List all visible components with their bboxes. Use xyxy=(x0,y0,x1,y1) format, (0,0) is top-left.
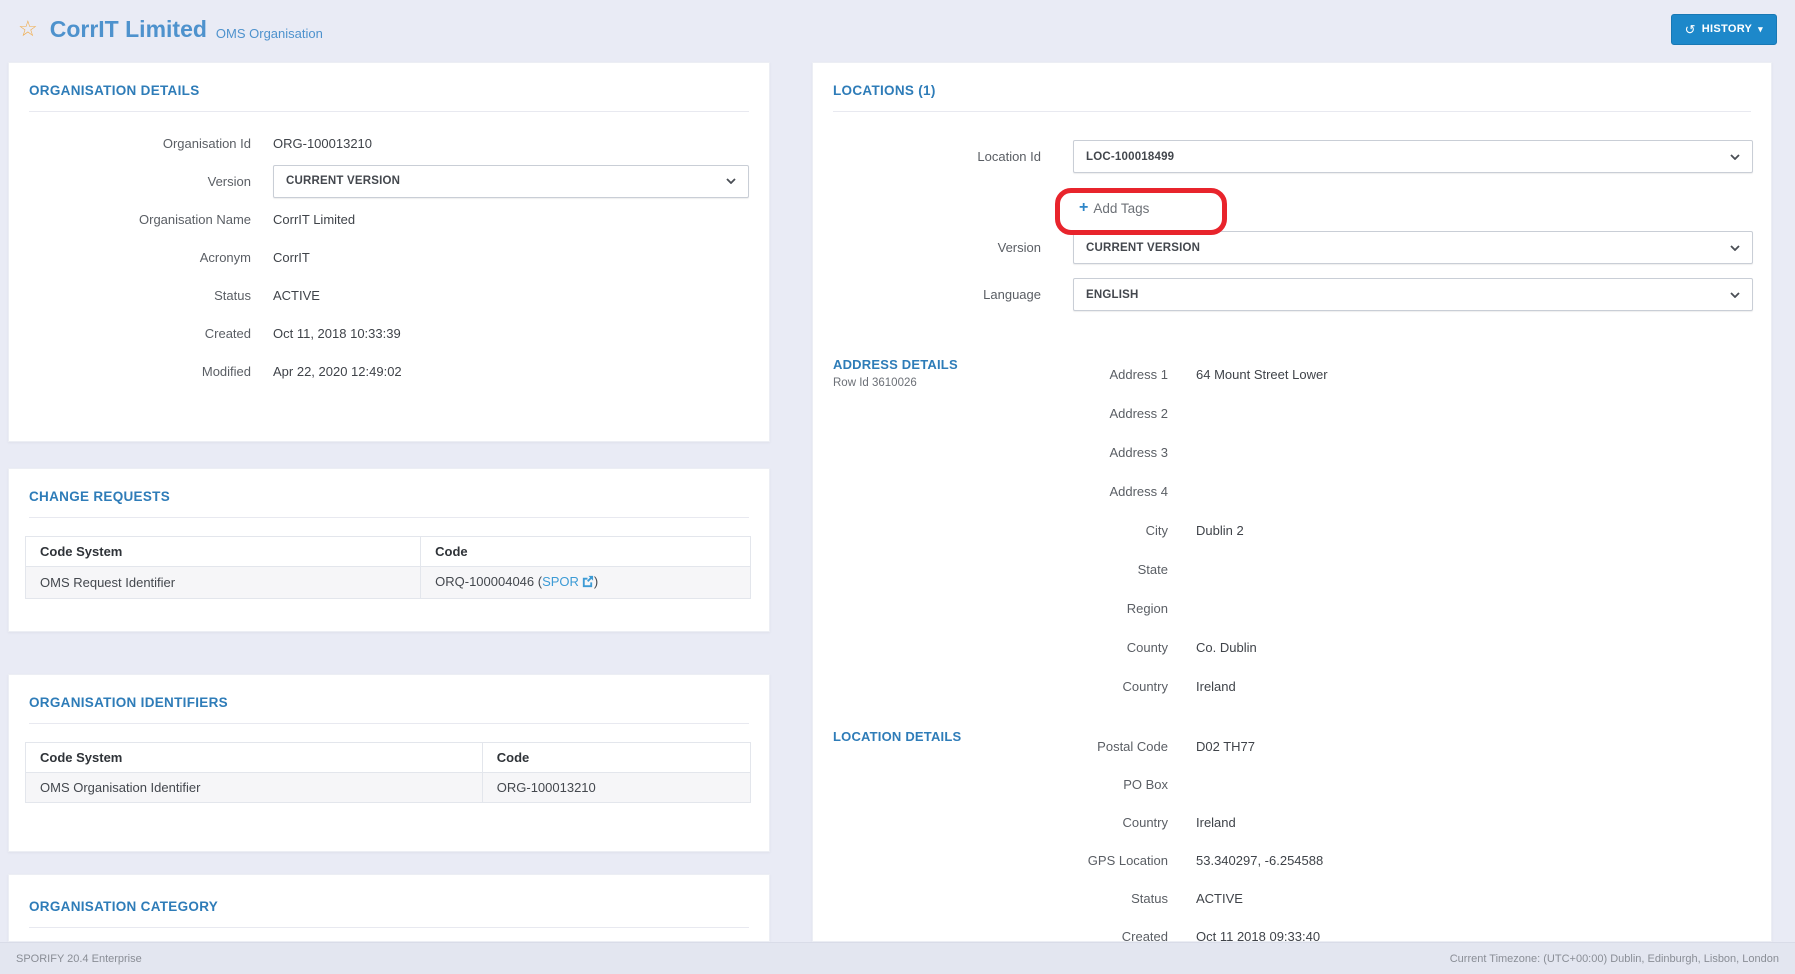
field-row-status: Status ACTIVE xyxy=(9,276,769,314)
organisation-details-title: ORGANISATION DETAILS xyxy=(29,83,200,98)
field-row-created: Created Oct 11 2018 09:33:40 xyxy=(1121,928,1321,942)
field-label: Created xyxy=(204,325,251,341)
field-label: Modified xyxy=(201,363,251,379)
address-details-section: ADDRESS DETAILS Row Id 3610026 Address 1… xyxy=(813,355,1771,706)
field-row-address-3: Address 3 xyxy=(1109,445,1168,460)
field-row-county: County Co. Dublin xyxy=(1126,640,1257,655)
column-header-code-system: Code System xyxy=(25,742,483,773)
language-select[interactable]: ENGLISH xyxy=(1073,278,1753,311)
status-value: ACTIVE xyxy=(273,287,320,303)
table-row: OMS Request Identifier ORQ-100004046 (SP… xyxy=(24,566,751,599)
field-row-status: Status ACTIVE xyxy=(1131,890,1243,906)
location-details-section: LOCATION DETAILS Postal Code D02 TH77 PO… xyxy=(813,727,1771,942)
field-row-postal-code: Postal Code D02 TH77 xyxy=(1097,738,1256,754)
chevron-down-icon xyxy=(726,178,736,184)
cell-code: ORQ-100004046 (SPOR) xyxy=(420,566,751,599)
field-row-address-4: Address 4 xyxy=(1109,484,1168,499)
change-requests-title: CHANGE REQUESTS xyxy=(29,489,171,504)
organisation-identifiers-title: ORGANISATION IDENTIFIERS xyxy=(29,695,228,710)
field-label: Acronym xyxy=(199,249,251,265)
chevron-down-icon xyxy=(1730,153,1740,160)
history-icon: ↺ xyxy=(1684,21,1696,37)
favourite-star-icon[interactable]: ☆ xyxy=(18,16,38,41)
column-header-code-system: Code System xyxy=(24,536,422,567)
history-button[interactable]: ↺ HISTORY ▾ xyxy=(1670,13,1777,45)
organisation-identifiers-panel: ORGANISATION IDENTIFIERS Code System Cod… xyxy=(8,674,770,852)
field-row-organisation-id: Organisation Id ORG-100013210 xyxy=(9,124,769,162)
field-row-po-box: PO Box xyxy=(1123,776,1168,792)
field-value: CorrIT xyxy=(273,249,310,265)
column-header-code: Code xyxy=(481,742,752,773)
column-header-code: Code xyxy=(420,536,751,567)
plus-icon: + xyxy=(1079,199,1089,216)
location-details-title: LOCATION DETAILS xyxy=(833,729,962,744)
divider xyxy=(29,927,749,928)
caret-down-icon: ▾ xyxy=(1758,23,1763,34)
address-row-id: Row Id 3610026 xyxy=(833,377,917,389)
table-header-row: Code System Code xyxy=(24,536,751,567)
top-bar: ☆ CorrIT Limited OMS Organisation ↺ HIST… xyxy=(0,0,1795,58)
field-row-location-id: Location Id LOC-100018499 xyxy=(813,140,1771,173)
table-header-row: Code System Code xyxy=(25,742,752,773)
field-row-state: State xyxy=(1137,562,1168,577)
field-row-country: Country Ireland xyxy=(1122,679,1236,694)
organisation-category-panel: ORGANISATION CATEGORY xyxy=(8,874,770,942)
divider xyxy=(29,517,749,518)
field-row-organisation-name: Organisation Name CorrIT Limited xyxy=(9,200,769,238)
divider xyxy=(29,111,749,112)
field-row-version: Version CURRENT VERSION xyxy=(813,231,1771,264)
page-title: CorrIT Limited xyxy=(49,15,207,42)
field-row-address-1: Address 1 64 Mount Street Lower xyxy=(1109,367,1328,382)
locations-title: LOCATIONS (1) xyxy=(833,83,936,98)
field-value: Oct 11, 2018 10:33:39 xyxy=(273,325,401,341)
change-requests-table: Code System Code OMS Request Identifier … xyxy=(24,536,751,599)
field-row-version: Version CURRENT VERSION xyxy=(9,162,769,200)
location-version-select[interactable]: CURRENT VERSION xyxy=(1073,231,1753,264)
field-row-acronym: Acronym CorrIT xyxy=(9,238,769,276)
divider xyxy=(833,111,1751,112)
field-row-region: Region xyxy=(1126,601,1168,616)
cell-code: ORG-100013210 xyxy=(481,772,752,803)
add-tags-row: + Add Tags xyxy=(813,185,1771,235)
field-label: Status xyxy=(214,287,251,303)
field-row-language: Language ENGLISH xyxy=(813,278,1771,311)
cell-code-system: OMS Request Identifier xyxy=(24,566,422,599)
field-label: Organisation Id xyxy=(162,135,251,151)
history-button-label: HISTORY xyxy=(1701,23,1753,35)
cell-code-system: OMS Organisation Identifier xyxy=(25,772,483,803)
field-row-created: Created Oct 11, 2018 10:33:39 xyxy=(9,314,769,352)
spor-link[interactable]: SPOR xyxy=(542,574,579,589)
field-label: Location Id xyxy=(977,149,1041,164)
field-label: Version xyxy=(997,240,1041,255)
field-row-gps-location: GPS Location 53.340297, -6.254588 xyxy=(1087,852,1324,868)
field-row-modified: Modified Apr 22, 2020 12:49:02 xyxy=(9,352,769,390)
field-label: Organisation Name xyxy=(139,211,251,227)
field-value: CorrIT Limited xyxy=(273,211,356,227)
organisation-identifiers-table: Code System Code OMS Organisation Identi… xyxy=(25,742,752,803)
location-id-select[interactable]: LOC-100018499 xyxy=(1073,140,1753,173)
field-value: Apr 22, 2020 12:49:02 xyxy=(273,363,402,379)
change-requests-panel: CHANGE REQUESTS Code System Code OMS Req… xyxy=(8,468,770,632)
organisation-details-panel: ORGANISATION DETAILS Organisation Id ORG… xyxy=(8,62,770,442)
organisation-category-title: ORGANISATION CATEGORY xyxy=(29,899,219,914)
address-details-title: ADDRESS DETAILS xyxy=(833,357,958,372)
footer-app-version: SPORIFY 20.4 Enterprise xyxy=(16,952,142,965)
field-row-address-2: Address 2 xyxy=(1109,406,1168,421)
field-label: Language xyxy=(983,287,1041,302)
add-tags-link[interactable]: + Add Tags xyxy=(1079,199,1150,216)
locations-panel: LOCATIONS (1) Location Id LOC-100018499 … xyxy=(812,62,1772,942)
footer-bar: SPORIFY 20.4 Enterprise Current Timezone… xyxy=(0,942,1795,974)
version-select[interactable]: CURRENT VERSION xyxy=(273,164,749,198)
chevron-down-icon xyxy=(1730,291,1740,298)
field-row-country: Country Ireland xyxy=(1122,814,1236,830)
field-row-city: City Dublin 2 xyxy=(1145,523,1244,538)
field-label: Version xyxy=(207,173,251,189)
external-link-icon[interactable] xyxy=(581,575,594,591)
page-subtitle: OMS Organisation xyxy=(215,26,323,41)
field-value: ORG-100013210 xyxy=(273,135,373,151)
chevron-down-icon xyxy=(1730,244,1740,251)
footer-timezone: Current Timezone: (UTC+00:00) Dublin, Ed… xyxy=(1449,952,1779,965)
table-row: OMS Organisation Identifier ORG-10001321… xyxy=(25,772,752,803)
divider xyxy=(29,723,749,724)
